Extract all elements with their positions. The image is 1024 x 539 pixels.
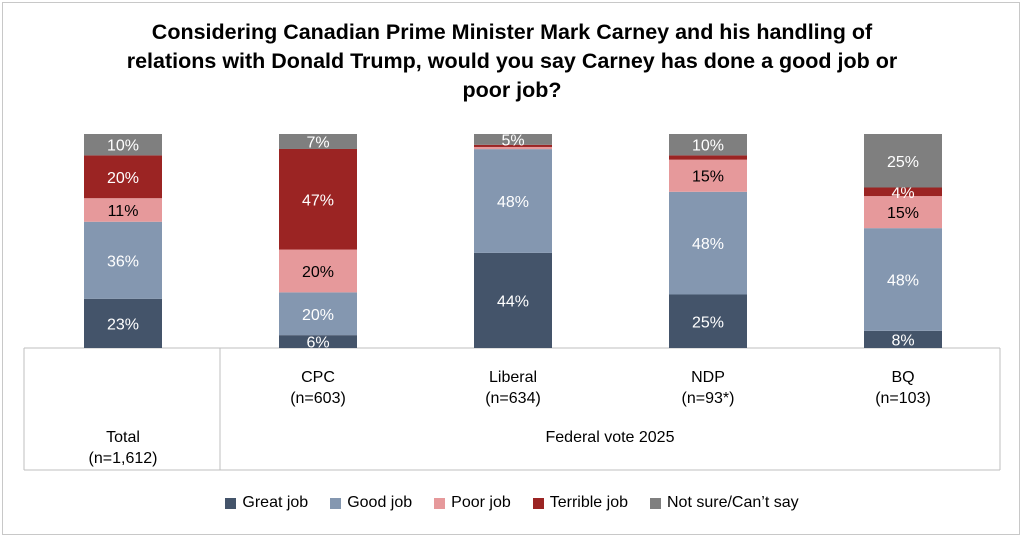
data-label: 15%: [887, 205, 919, 222]
data-label: 48%: [692, 236, 724, 253]
category-label-liberal: Liberal (n=634): [443, 367, 583, 409]
data-label: 48%: [497, 194, 529, 211]
bar-segment-good-job-liberal: [474, 149, 552, 253]
bar-segment-not-sure-can-t-say-cpc: [279, 134, 357, 149]
data-label: 20%: [302, 264, 334, 281]
bar-segment-poor-job-bq: [864, 196, 942, 229]
legend: Great job Good job Poor job Terrible job…: [0, 494, 1024, 512]
category-sample-size: (n=93*): [681, 390, 735, 407]
bar-segment-poor-job-total: [84, 198, 162, 222]
category-sample-size: (n=634): [485, 390, 541, 407]
bar-segment-terrible-job-total: [84, 155, 162, 199]
bar-segment-great-job-bq: [864, 330, 942, 348]
bar-segment-good-job-cpc: [279, 292, 357, 336]
bar-segment-great-job-total: [84, 298, 162, 348]
data-label: 10%: [107, 138, 139, 155]
legend-label: Not sure/Can’t say: [667, 494, 799, 511]
bar-segment-terrible-job-bq: [864, 187, 942, 197]
bar-segment-terrible-job-ndp: [669, 155, 747, 160]
legend-item-good-job: Good job: [330, 494, 412, 512]
data-label: 25%: [692, 314, 724, 331]
legend-swatch: [434, 497, 446, 509]
legend-label: Terrible job: [549, 494, 628, 511]
category-label-bq: BQ (n=103): [833, 367, 973, 409]
category-label-cpc: CPC (n=603): [248, 367, 388, 409]
category-sample-size: (n=103): [875, 390, 931, 407]
bar-segment-not-sure-can-t-say-total: [84, 134, 162, 156]
data-label: 8%: [891, 332, 914, 349]
data-label: 47%: [302, 192, 334, 209]
data-label: 20%: [107, 170, 139, 187]
category-name: Total: [106, 429, 140, 446]
legend-label: Great job: [242, 494, 309, 511]
data-label: 20%: [302, 307, 334, 324]
data-label: 23%: [107, 316, 139, 333]
category-name: NDP: [691, 369, 725, 386]
category-name: BQ: [891, 369, 915, 386]
legend-swatch: [225, 497, 237, 509]
category-sample-size: (n=603): [290, 390, 346, 407]
bar-segment-poor-job-ndp: [669, 159, 747, 192]
bar-segment-not-sure-can-t-say-ndp: [669, 134, 747, 156]
bar-segment-poor-job-liberal: [474, 146, 552, 150]
legend-label: Good job: [347, 494, 413, 511]
bar-segment-great-job-ndp: [669, 294, 747, 348]
data-label: 7%: [306, 134, 329, 151]
bar-segment-poor-job-cpc: [279, 249, 357, 293]
category-sample-size: (n=1,612): [88, 450, 158, 467]
data-label: 6%: [306, 335, 329, 352]
legend-swatch: [330, 497, 342, 509]
legend-item-poor-job: Poor job: [434, 494, 511, 512]
category-label-total: Total (n=1,612): [53, 427, 193, 469]
data-label: 11%: [108, 203, 139, 220]
data-label: 10%: [692, 138, 724, 155]
data-label: 44%: [497, 293, 529, 310]
legend-swatch: [650, 497, 661, 509]
chart-title: Considering Canadian Prime Minister Mark…: [126, 20, 898, 102]
data-label: 36%: [107, 253, 139, 270]
data-label: 48%: [887, 273, 919, 290]
legend-item-terrible-job: Terrible job: [532, 494, 628, 512]
bar-segment-good-job-ndp: [669, 191, 747, 295]
group-label-federal-vote: Federal vote 2025: [545, 429, 675, 446]
legend-swatch: [532, 497, 544, 509]
data-label: 5%: [501, 132, 524, 149]
data-label: 4%: [891, 185, 914, 202]
bar-segment-terrible-job-cpc: [279, 148, 357, 250]
bar-segment-great-job-cpc: [279, 335, 357, 348]
bar-segment-not-sure-can-t-say-bq: [864, 134, 942, 188]
category-label-ndp: NDP (n=93*): [638, 367, 778, 409]
bar-segment-terrible-job-liberal: [474, 144, 552, 147]
data-label: 15%: [692, 169, 724, 186]
bar-segment-good-job-bq: [864, 228, 942, 331]
bar-segment-great-job-liberal: [474, 252, 552, 348]
bar-segment-not-sure-can-t-say-liberal: [474, 134, 552, 145]
legend-label: Poor job: [451, 494, 511, 511]
bar-segment-good-job-total: [84, 221, 162, 299]
legend-item-great-job: Great job: [225, 494, 308, 512]
data-label: 25%: [887, 154, 919, 171]
category-name: Liberal: [488, 369, 538, 386]
legend-item-not-sure: Not sure/Can’t say: [650, 494, 799, 512]
category-name: CPC: [301, 369, 335, 386]
